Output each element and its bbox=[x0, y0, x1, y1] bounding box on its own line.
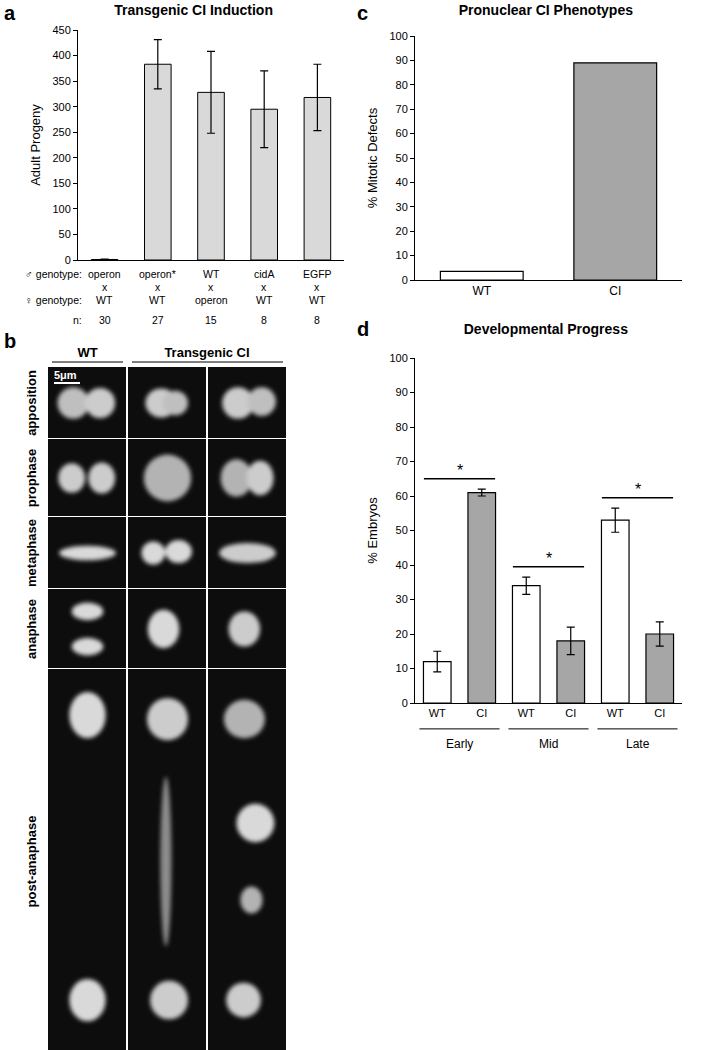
svg-text:300: 300 bbox=[52, 101, 70, 113]
svg-text:EGFP: EGFP bbox=[303, 268, 332, 280]
svg-text:100: 100 bbox=[389, 30, 407, 42]
svg-text:CI: CI bbox=[654, 707, 665, 719]
svg-text:20: 20 bbox=[396, 628, 408, 640]
svg-text:CI: CI bbox=[565, 707, 576, 719]
svg-text:WT: WT bbox=[77, 345, 97, 360]
svg-text:Transgenic CI Induction: Transgenic CI Induction bbox=[114, 2, 273, 18]
svg-text:100: 100 bbox=[389, 352, 407, 364]
svg-text:30: 30 bbox=[99, 314, 111, 326]
svg-text:15: 15 bbox=[205, 314, 217, 326]
svg-text:50: 50 bbox=[396, 524, 408, 536]
svg-text:30: 30 bbox=[396, 593, 408, 605]
svg-text:apposition: apposition bbox=[24, 370, 39, 436]
svg-text:*: * bbox=[635, 481, 641, 498]
svg-text:WT: WT bbox=[429, 707, 446, 719]
svg-text:x: x bbox=[261, 281, 267, 293]
svg-text:WT: WT bbox=[607, 707, 624, 719]
svg-text:0: 0 bbox=[402, 697, 408, 709]
svg-text:post-anaphase: post-anaphase bbox=[24, 816, 39, 908]
svg-text:10: 10 bbox=[396, 662, 408, 674]
svg-text:cidA: cidA bbox=[254, 268, 274, 280]
html-text:b: b bbox=[4, 330, 17, 352]
svg-text:60: 60 bbox=[396, 490, 408, 502]
svg-text:20: 20 bbox=[396, 225, 408, 237]
svg-text:n:: n: bbox=[73, 314, 82, 326]
svg-text:CI: CI bbox=[476, 707, 487, 719]
svg-text:60: 60 bbox=[396, 127, 408, 139]
svg-text:200: 200 bbox=[52, 152, 70, 164]
svg-text:80: 80 bbox=[396, 79, 408, 91]
svg-text:operon: operon bbox=[88, 268, 121, 280]
svg-text:0: 0 bbox=[402, 274, 408, 286]
svg-text:27: 27 bbox=[152, 314, 164, 326]
svg-text:Transgenic CI: Transgenic CI bbox=[164, 345, 249, 360]
svg-text:x: x bbox=[102, 281, 108, 293]
svg-text:Pronuclear CI Phenotypes: Pronuclear CI Phenotypes bbox=[459, 2, 633, 18]
svg-text:*: * bbox=[457, 462, 463, 479]
svg-text:anaphase: anaphase bbox=[24, 599, 39, 659]
html-text:c: c bbox=[357, 2, 369, 24]
svg-text:70: 70 bbox=[396, 103, 408, 115]
svg-text:WT: WT bbox=[309, 294, 326, 306]
svg-text:Developmental Progress: Developmental Progress bbox=[464, 321, 628, 337]
svg-text:40: 40 bbox=[396, 559, 408, 571]
svg-text:8: 8 bbox=[314, 314, 320, 326]
svg-text:% Mitotic Defects: % Mitotic Defects bbox=[365, 107, 380, 208]
svg-text:CI: CI bbox=[609, 284, 621, 298]
svg-text:operon*: operon* bbox=[139, 268, 176, 280]
svg-text:Late: Late bbox=[626, 737, 650, 751]
svg-text:x: x bbox=[314, 281, 320, 293]
svg-text:90: 90 bbox=[396, 54, 408, 66]
svg-text:WT: WT bbox=[203, 268, 220, 280]
svg-text:50: 50 bbox=[59, 228, 71, 240]
svg-text:0: 0 bbox=[65, 254, 71, 266]
svg-text:WT: WT bbox=[518, 707, 535, 719]
svg-text:400: 400 bbox=[52, 49, 70, 61]
svg-text:% Embryos: % Embryos bbox=[365, 497, 380, 564]
svg-text:90: 90 bbox=[396, 386, 408, 398]
svg-text:x: x bbox=[155, 281, 161, 293]
svg-text:WT: WT bbox=[96, 294, 113, 306]
svg-text:150: 150 bbox=[52, 177, 70, 189]
svg-text:250: 250 bbox=[52, 126, 70, 138]
svg-text:♂ genotype:: ♂ genotype: bbox=[25, 268, 82, 280]
svg-text:♀ genotype:: ♀ genotype: bbox=[25, 294, 82, 306]
svg-text:Adult Progeny: Adult Progeny bbox=[28, 104, 43, 186]
svg-text:operon: operon bbox=[195, 294, 228, 306]
html-text:d: d bbox=[357, 318, 370, 340]
html-text:a: a bbox=[4, 2, 16, 24]
svg-text:WT: WT bbox=[256, 294, 273, 306]
svg-text:50: 50 bbox=[396, 152, 408, 164]
svg-text:100: 100 bbox=[52, 203, 70, 215]
svg-text:450: 450 bbox=[52, 24, 70, 36]
svg-text:80: 80 bbox=[396, 421, 408, 433]
svg-text:30: 30 bbox=[396, 201, 408, 213]
svg-text:Mid: Mid bbox=[539, 737, 558, 751]
svg-text:WT: WT bbox=[472, 284, 491, 298]
svg-text:*: * bbox=[546, 550, 552, 567]
svg-text:metaphase: metaphase bbox=[24, 519, 39, 587]
svg-text:5μm: 5μm bbox=[54, 369, 77, 381]
svg-text:70: 70 bbox=[396, 455, 408, 467]
svg-text:Early: Early bbox=[446, 737, 473, 751]
svg-text:40: 40 bbox=[396, 176, 408, 188]
svg-text:8: 8 bbox=[261, 314, 267, 326]
svg-text:x: x bbox=[208, 281, 214, 293]
svg-text:prophase: prophase bbox=[24, 449, 39, 508]
svg-text:350: 350 bbox=[52, 75, 70, 87]
svg-text:10: 10 bbox=[396, 249, 408, 261]
svg-text:WT: WT bbox=[149, 294, 166, 306]
